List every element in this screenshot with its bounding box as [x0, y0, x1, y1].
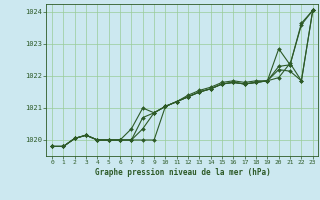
X-axis label: Graphe pression niveau de la mer (hPa): Graphe pression niveau de la mer (hPa) [94, 168, 270, 177]
